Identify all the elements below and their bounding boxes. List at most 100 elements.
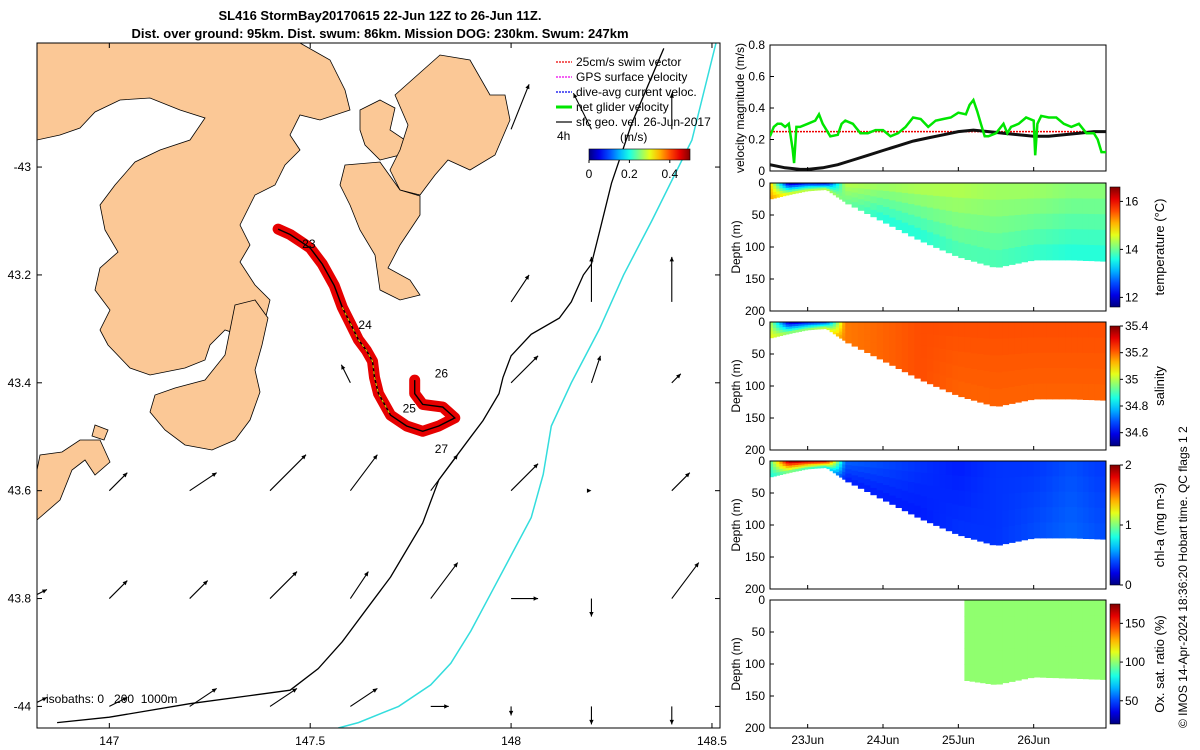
section-cell [920, 218, 928, 231]
section-cell [782, 190, 787, 194]
section-cell [964, 228, 972, 245]
section-cell [842, 197, 846, 202]
section-cell [883, 477, 890, 486]
section-cell [996, 528, 1003, 546]
section-cell [785, 461, 790, 464]
section-cell [914, 183, 922, 195]
section-cell [1027, 337, 1035, 354]
section-cell [958, 475, 966, 492]
section-cell [785, 470, 790, 474]
section-ytick-label-4: 200 [745, 582, 765, 596]
section-cell [964, 461, 972, 477]
map-ytick-label-0: -43 [14, 160, 32, 174]
section-cell [889, 339, 897, 349]
section-cell [927, 220, 934, 233]
section-cell [1008, 493, 1016, 511]
section-cell [785, 463, 790, 467]
section-cell [964, 244, 972, 260]
section-cell [1014, 338, 1022, 355]
section-cell [835, 327, 840, 331]
section-cell [1071, 600, 1078, 617]
section-cell [1033, 213, 1041, 230]
section-cell [964, 183, 972, 199]
section-cell [820, 185, 824, 188]
current-vector-21 [269, 571, 298, 599]
current-vector-3 [510, 274, 530, 303]
section-cell [1071, 476, 1078, 493]
section-cell [927, 371, 934, 385]
section-cell [776, 191, 780, 195]
section-cell [939, 362, 947, 377]
section-cell [773, 461, 777, 465]
section-cell [1071, 662, 1078, 679]
section-cell [974, 616, 981, 634]
section-cell [1082, 491, 1090, 508]
section-cell [945, 502, 953, 518]
section-cell [832, 329, 837, 332]
section-cell [788, 463, 793, 466]
section-cell [832, 183, 837, 186]
section-cell [1002, 371, 1010, 389]
section-cell [832, 331, 837, 335]
section-cell [1033, 383, 1041, 400]
section-cell [779, 466, 784, 470]
section-cell [1100, 353, 1106, 370]
section-cell [782, 324, 787, 328]
section-cell [977, 493, 985, 510]
section-cell [1040, 352, 1047, 369]
section-cell [1021, 337, 1028, 354]
section-cell [876, 351, 884, 360]
section-cell [895, 201, 903, 212]
section-cell [773, 189, 777, 193]
velocity-ytick-label-4: 0.8 [748, 38, 765, 52]
section-cell [845, 473, 853, 479]
section-cell [782, 332, 787, 336]
current-vector-31 [350, 687, 378, 707]
section-cell [1100, 337, 1106, 354]
velocity-ytick-label-2: 0.4 [748, 101, 765, 115]
section-cell [1008, 477, 1016, 495]
section-cell [983, 477, 991, 495]
section-cell [1100, 183, 1106, 200]
section-cell [804, 183, 809, 186]
section-ytick-label-2: 100 [745, 240, 765, 254]
current-vector-head-7 [533, 355, 539, 361]
section-cell [1040, 322, 1047, 338]
section-cell [1040, 522, 1047, 539]
section-cell [996, 355, 1003, 373]
section-cell [795, 461, 799, 464]
section-cell [807, 461, 812, 464]
section-cell [1088, 384, 1096, 401]
section-cell [1002, 461, 1010, 479]
section-cell [908, 503, 915, 515]
section-cell [1021, 230, 1028, 247]
section-cell [876, 329, 884, 338]
section-cell [1021, 492, 1028, 509]
section-cell [1027, 368, 1035, 385]
section-cell [964, 632, 971, 649]
section-cell [851, 331, 859, 337]
section-cell [1008, 231, 1016, 249]
section-cell [1002, 510, 1010, 528]
section-cell [964, 664, 971, 681]
section-cell [889, 461, 897, 471]
section-cell [788, 324, 793, 327]
section-cell [977, 477, 985, 494]
section-cell [901, 361, 909, 373]
section-cell [1027, 492, 1035, 509]
section-cell [889, 330, 897, 340]
section-cell [1082, 337, 1090, 354]
section-cell [851, 183, 859, 189]
current-vector-29 [189, 687, 217, 707]
section-cell [1065, 615, 1072, 632]
section-cell [823, 327, 828, 330]
section-cell [779, 463, 784, 467]
section-cell [842, 332, 846, 338]
section-cell [1027, 461, 1035, 478]
section-cell [914, 505, 922, 518]
section-cell [970, 322, 978, 339]
section-cell [1021, 246, 1028, 263]
section-cell [826, 326, 831, 329]
section-colorbar-label: salinity [1152, 366, 1167, 406]
section-cell [832, 461, 837, 464]
